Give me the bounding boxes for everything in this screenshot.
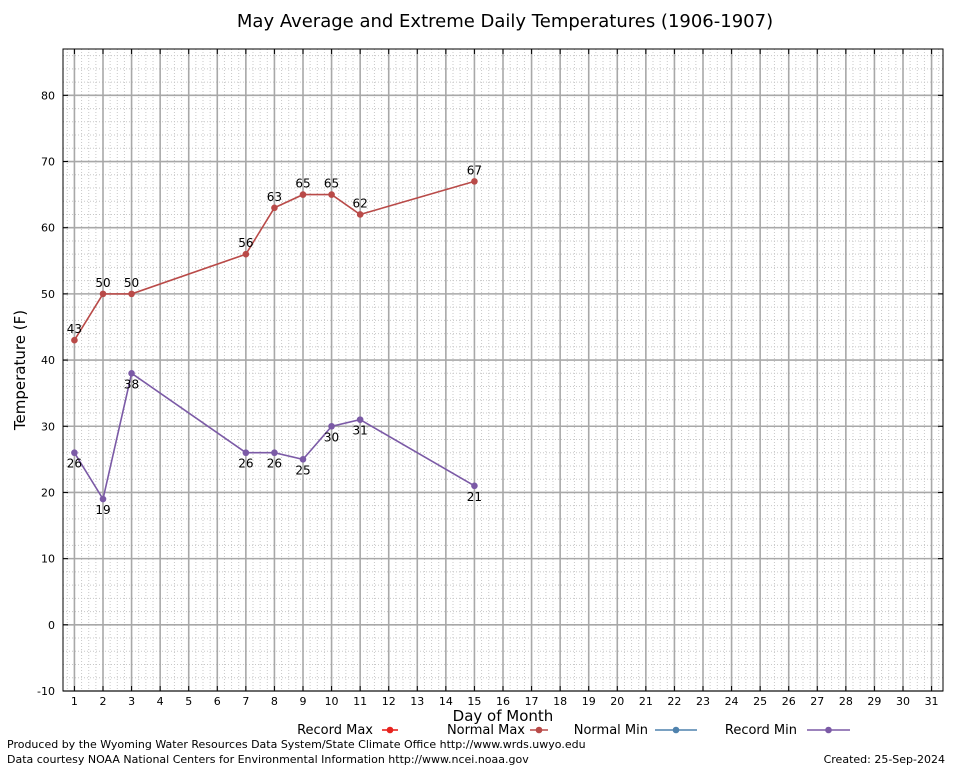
x-tick-label: 9 (300, 695, 307, 708)
legend-label-normal-max: Normal Max (447, 723, 525, 738)
record-min-point (271, 449, 278, 457)
normal-max-point (471, 178, 478, 185)
x-tick-label: 13 (410, 695, 424, 708)
record-min-data-label: 25 (295, 463, 310, 477)
normal-max-data-label: 50 (95, 276, 110, 290)
series-layer: 43 50 50 56 63 65 65 62 67 26 19 38 26 26 25 30 31 21 (67, 163, 482, 517)
y-tick-label: 80 (41, 89, 55, 102)
x-tick-label: 5 (185, 695, 192, 708)
legend-marker-normal-min (672, 726, 680, 734)
y-axis-label: Temperature (F) (11, 310, 29, 431)
normal-max-data-label: 63 (267, 190, 282, 204)
x-tick-label: 23 (696, 695, 710, 708)
normal-max-point (99, 290, 107, 298)
x-tick-label: 8 (271, 695, 278, 708)
record-min-data-label: 30 (324, 430, 339, 444)
normal-max-data-label: 65 (324, 177, 339, 191)
legend-marker-record-max (386, 726, 394, 734)
record-min-point (471, 482, 478, 490)
record-min-point (99, 495, 107, 503)
legend-label-normal-min: Normal Min (574, 723, 648, 738)
y-tick-label: -10 (37, 685, 55, 698)
x-tick-label: 26 (782, 695, 796, 708)
normal-max-data-label: 56 (238, 236, 253, 250)
y-tick-label: 40 (41, 354, 55, 367)
normal-max-point (328, 191, 335, 198)
footer-data-courtesy: Data courtesy NOAA National Centers for … (7, 753, 529, 766)
normal-max-data-label: 50 (124, 276, 139, 290)
legend-marker-normal-max (535, 726, 543, 734)
record-min-point (128, 370, 135, 377)
x-tick-label: 12 (382, 695, 396, 708)
x-axis-label: Day of Month (453, 707, 554, 725)
x-tick-label: 18 (553, 695, 567, 708)
normal-max-data-label: 67 (467, 163, 482, 177)
record-min-data-label: 26 (267, 457, 282, 471)
x-tick-label: 21 (639, 695, 653, 708)
y-tick-label: 10 (41, 553, 55, 566)
normal-max-point (299, 191, 307, 198)
x-tick-label: 11 (353, 695, 367, 708)
normal-max-point (356, 211, 364, 218)
record-min-data-label: 38 (124, 377, 139, 391)
y-tick-label: 20 (41, 486, 55, 499)
y-tick-label: 70 (41, 156, 55, 169)
x-tick-label: 3 (128, 695, 135, 708)
x-tick-label: 20 (610, 695, 624, 708)
record-min-data-label: 26 (238, 457, 253, 471)
x-tick-label: 2 (100, 695, 107, 708)
footer-created-date: Created: 25-Sep-2024 (823, 753, 945, 766)
x-tick-label: 24 (725, 695, 739, 708)
record-min-data-label: 26 (67, 457, 82, 471)
legend-marker-record-min (825, 726, 832, 734)
record-min-point (356, 416, 364, 423)
normal-max-point (242, 250, 250, 258)
x-tick-label: 15 (467, 695, 481, 708)
x-tick-label: 22 (667, 695, 681, 708)
x-tick-label: 25 (753, 695, 767, 708)
y-tick-label: 50 (41, 288, 55, 301)
record-min-data-label: 19 (95, 503, 110, 517)
x-tick-label: 30 (896, 695, 910, 708)
x-tick-label: 16 (496, 695, 510, 708)
chart-legend: Record Max Normal Max Normal Min Record Min (297, 723, 850, 738)
x-tick-label: 7 (242, 695, 249, 708)
record-min-point (71, 449, 78, 457)
x-tick-label: 4 (157, 695, 164, 708)
legend-label-record-max: Record Max (297, 723, 373, 738)
x-tick-label: 14 (439, 695, 453, 708)
normal-max-point (128, 290, 135, 298)
record-min-data-label: 21 (467, 490, 482, 504)
y-tick-label: 60 (41, 222, 55, 235)
x-tick-label: 17 (525, 695, 539, 708)
x-tick-label: 6 (214, 695, 221, 708)
x-tick-label: 31 (925, 695, 939, 708)
plot-grid (63, 49, 943, 692)
record-min-point (242, 449, 250, 457)
normal-max-point (71, 336, 78, 344)
x-tick-label: 19 (582, 695, 596, 708)
chart-title: May Average and Extreme Daily Temperatur… (237, 11, 773, 32)
normal-max-data-label: 62 (353, 196, 368, 210)
x-tick-label: 27 (810, 695, 824, 708)
normal-max-point (271, 204, 278, 212)
legend-label-record-min: Record Min (725, 723, 797, 738)
x-tick-label: 28 (839, 695, 853, 708)
record-min-point (328, 422, 335, 430)
record-min-data-label: 31 (353, 424, 368, 438)
y-tick-label: 0 (48, 619, 55, 632)
x-tick-label: 1 (71, 695, 78, 708)
record-min-point (299, 456, 307, 463)
normal-max-data-label: 43 (67, 322, 82, 336)
footer-produced-by: Produced by the Wyoming Water Resources … (7, 738, 586, 751)
x-tick-label: 10 (325, 695, 339, 708)
x-tick-label: 29 (867, 695, 881, 708)
y-tick-label: 30 (41, 420, 55, 433)
normal-max-data-label: 65 (295, 177, 310, 191)
